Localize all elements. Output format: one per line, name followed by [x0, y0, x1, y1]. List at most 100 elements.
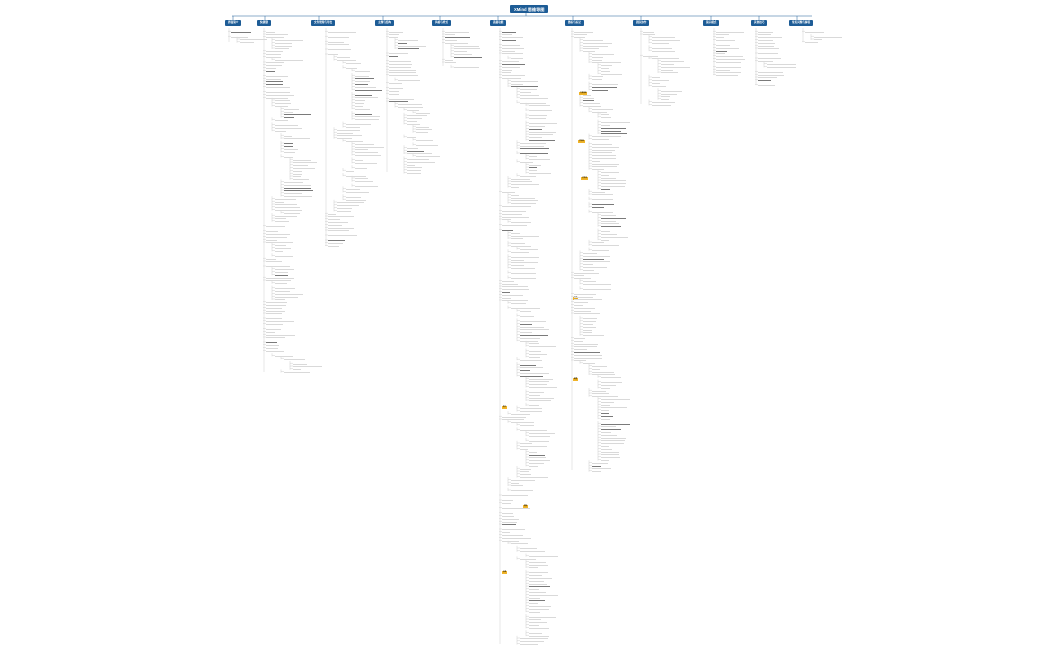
leaf-topic[interactable]: [355, 108, 370, 110]
leaf-topic[interactable]: [574, 31, 593, 33]
leaf-topic[interactable]: [454, 48, 480, 49]
leaf-topic[interactable]: [574, 296, 593, 298]
leaf-topic[interactable]: [592, 468, 611, 469]
leaf-topic[interactable]: [266, 236, 287, 238]
leaf-topic[interactable]: [293, 173, 302, 175]
leaf-topic[interactable]: [520, 558, 536, 560]
leaf-topic[interactable]: [275, 355, 293, 357]
leaf-topic[interactable]: [716, 39, 735, 41]
leaf-topic[interactable]: [445, 31, 469, 33]
leaf-topic[interactable]: [574, 354, 602, 356]
leaf-topic[interactable]: [592, 169, 604, 170]
leaf-topic[interactable]: [716, 58, 745, 60]
leaf-topic[interactable]: [284, 195, 312, 197]
leaf-topic[interactable]: [529, 397, 554, 399]
leaf-topic[interactable]: [502, 191, 515, 193]
leaf-topic[interactable]: [520, 340, 538, 342]
leaf-topic[interactable]: [529, 603, 538, 604]
leaf-topic[interactable]: [601, 65, 612, 66]
leaf-topic[interactable]: [355, 78, 374, 80]
leaf-topic[interactable]: [445, 39, 457, 41]
leaf-topic[interactable]: [407, 118, 422, 119]
leaf-topic[interactable]: [355, 70, 370, 72]
leaf-topic[interactable]: [592, 138, 609, 140]
leaf-topic[interactable]: [583, 321, 596, 322]
leaf-topic[interactable]: [592, 204, 614, 206]
leaf-topic[interactable]: [592, 53, 614, 55]
leaf-topic[interactable]: [502, 34, 512, 35]
topic-category[interactable]: 主题与结构: [375, 20, 394, 26]
leaf-topic[interactable]: [346, 199, 366, 201]
leaf-topic[interactable]: [266, 226, 285, 227]
leaf-topic[interactable]: [337, 138, 352, 139]
leaf-topic[interactable]: [275, 105, 288, 107]
leaf-topic[interactable]: [520, 408, 542, 409]
leaf-topic[interactable]: [758, 45, 774, 47]
leaf-topic[interactable]: [661, 63, 674, 65]
leaf-topic[interactable]: [511, 303, 526, 304]
leaf-topic[interactable]: [574, 357, 602, 359]
leaf-topic[interactable]: [266, 280, 291, 281]
leaf-topic[interactable]: [592, 374, 615, 375]
leaf-topic[interactable]: [601, 440, 625, 441]
leaf-topic[interactable]: [529, 405, 539, 406]
leaf-topic[interactable]: [337, 202, 364, 203]
leaf-topic[interactable]: [583, 288, 611, 290]
leaf-topic[interactable]: [520, 334, 548, 336]
leaf-topic[interactable]: [284, 117, 294, 118]
leaf-topic[interactable]: [416, 126, 429, 128]
leaf-topic[interactable]: [328, 54, 338, 55]
leaf-topic[interactable]: [511, 238, 523, 239]
leaf-topic[interactable]: [275, 274, 288, 276]
leaf-topic[interactable]: [275, 215, 297, 217]
leaf-topic[interactable]: [355, 167, 367, 169]
leaf-topic[interactable]: [601, 117, 611, 118]
leaf-topic[interactable]: [661, 66, 690, 68]
leaf-topic[interactable]: [445, 42, 468, 44]
leaf-topic[interactable]: [574, 37, 585, 38]
leaf-topic[interactable]: [583, 100, 594, 102]
leaf-topic[interactable]: [328, 36, 349, 38]
leaf-topic[interactable]: [601, 130, 621, 132]
leaf-topic[interactable]: [601, 124, 610, 126]
leaf-topic[interactable]: [529, 123, 557, 124]
leaf-topic[interactable]: [328, 44, 349, 45]
highlighted-topic[interactable]: 大纲视图: [579, 92, 588, 95]
leaf-topic[interactable]: [346, 140, 363, 142]
leaf-topic[interactable]: [529, 125, 545, 127]
leaf-topic[interactable]: [601, 426, 616, 427]
leaf-topic[interactable]: [592, 365, 607, 367]
leaf-topic[interactable]: [601, 437, 626, 439]
leaf-topic[interactable]: [529, 110, 552, 111]
leaf-topic[interactable]: [592, 136, 621, 137]
leaf-topic[interactable]: [407, 137, 416, 138]
leaf-topic[interactable]: [284, 151, 295, 153]
leaf-topic[interactable]: [502, 229, 513, 231]
leaf-topic[interactable]: [592, 390, 606, 392]
leaf-topic[interactable]: [328, 227, 354, 229]
leaf-topic[interactable]: [266, 86, 290, 88]
leaf-topic[interactable]: [601, 233, 617, 235]
leaf-topic[interactable]: [328, 213, 336, 215]
leaf-topic[interactable]: [502, 286, 528, 287]
leaf-topic[interactable]: [601, 214, 616, 216]
leaf-topic[interactable]: [592, 152, 612, 153]
leaf-topic[interactable]: [520, 332, 532, 333]
leaf-topic[interactable]: [529, 632, 542, 634]
leaf-topic[interactable]: [454, 45, 479, 47]
leaf-topic[interactable]: [389, 101, 408, 103]
leaf-topic[interactable]: [592, 155, 616, 156]
leaf-topic[interactable]: [529, 454, 545, 456]
leaf-topic[interactable]: [758, 80, 771, 81]
leaf-topic[interactable]: [511, 80, 538, 82]
leaf-topic[interactable]: [511, 184, 539, 185]
leaf-topic[interactable]: [592, 371, 614, 373]
leaf-topic[interactable]: [266, 304, 286, 306]
leaf-topic[interactable]: [502, 495, 528, 496]
leaf-topic[interactable]: [328, 224, 342, 226]
leaf-topic[interactable]: [716, 37, 724, 38]
leaf-topic[interactable]: [529, 451, 537, 453]
leaf-topic[interactable]: [502, 75, 525, 76]
leaf-topic[interactable]: [592, 166, 617, 167]
leaf-topic[interactable]: [511, 272, 536, 274]
